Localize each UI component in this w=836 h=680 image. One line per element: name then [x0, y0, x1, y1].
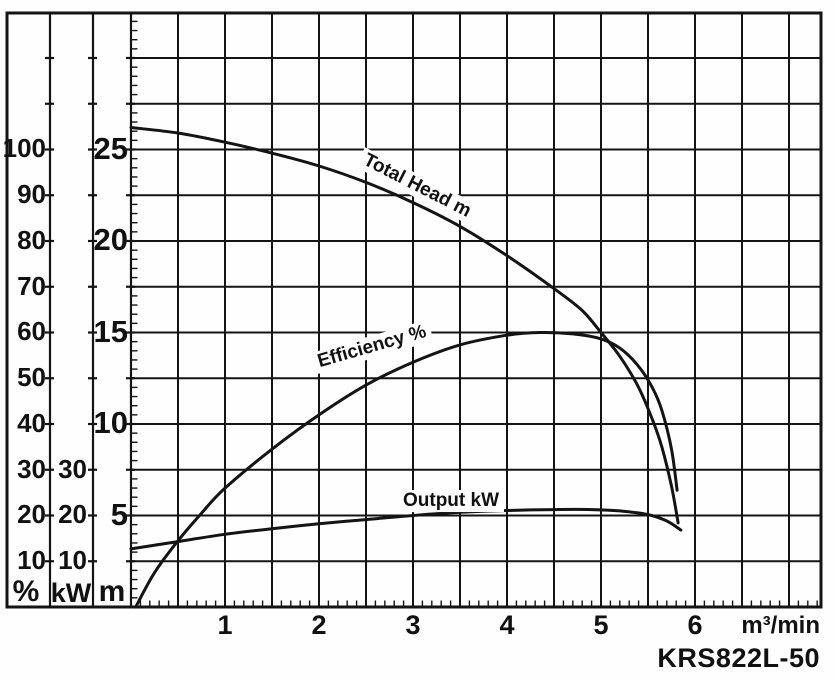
kw-tick-label: 30	[58, 453, 87, 484]
percent-tick-label: 60	[17, 316, 46, 347]
efficiency-curve	[134, 330, 679, 609]
percent-tick-label: 80	[17, 224, 46, 255]
x-tick-label: 3	[405, 610, 421, 640]
x-tick-label: 5	[593, 610, 609, 640]
m-axis-unit-label: m	[98, 575, 126, 608]
output-curve	[129, 507, 683, 551]
percent-tick-label: 70	[17, 270, 46, 301]
chart-title: KRS822L-50	[657, 643, 820, 673]
total-head-curve	[129, 126, 680, 525]
kw-axis-unit-label: kW	[50, 578, 92, 608]
x-tick-label: 2	[311, 610, 327, 640]
percent-tick-label: 100	[2, 133, 46, 164]
m-tick-label: 20	[93, 222, 128, 258]
x-tick-label: 1	[217, 610, 233, 640]
percent-tick-label: 10	[17, 545, 46, 576]
chart-frame	[5, 11, 823, 609]
x-tick-label: 6	[687, 610, 703, 640]
m-tick-label: 5	[110, 496, 128, 532]
x-tick-label: 4	[499, 610, 515, 640]
percent-tick-label: 50	[17, 362, 46, 393]
output-curve-label: Output kW	[397, 490, 505, 512]
percent-tick-label: 20	[17, 499, 46, 530]
percent-axis-unit-label: %	[12, 575, 40, 608]
x-axis-unit-label: m³/min	[741, 612, 820, 639]
percent-tick-label: 40	[17, 407, 46, 438]
m-tick-label: 10	[93, 405, 128, 441]
m-tick-label: 25	[93, 130, 128, 166]
percent-tick-label: 30	[17, 453, 46, 484]
kw-tick-label: 20	[58, 499, 87, 530]
m-tick-label: 15	[93, 313, 128, 349]
percent-tick-label: 90	[17, 179, 46, 210]
kw-tick-label: 10	[58, 545, 87, 576]
